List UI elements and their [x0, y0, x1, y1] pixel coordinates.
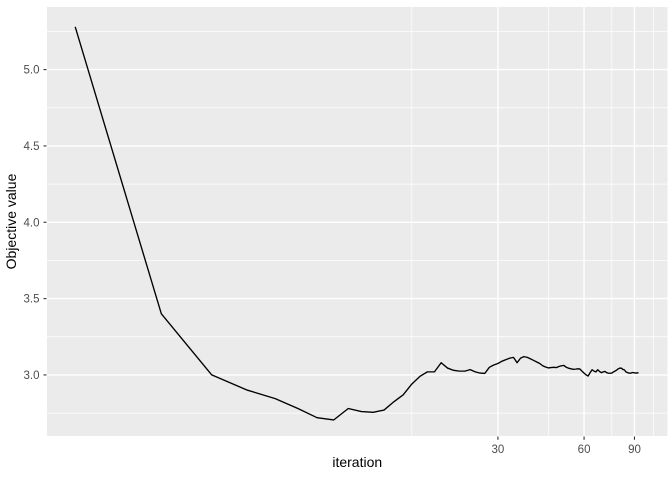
x-tick-label: 90 [628, 444, 641, 456]
y-tick-label: 4.5 [24, 141, 40, 153]
y-tick-label: 5.0 [24, 65, 40, 77]
y-axis-title: Objective value [3, 173, 19, 269]
major-gridlines [47, 7, 668, 436]
data-line [74, 26, 639, 421]
minor-gridlines [47, 7, 668, 436]
y-tick-label: 4.0 [24, 217, 40, 229]
axis-tick-labels: 3.0 3.5 4.0 4.5 5.0 30 60 90 [24, 65, 641, 456]
x-tick-label: 60 [578, 444, 591, 456]
axis-tick-marks [43, 69, 636, 440]
y-tick-label: 3.5 [24, 294, 40, 306]
objective-line [74, 26, 639, 421]
x-tick-label: 30 [492, 444, 505, 456]
plot-panel [47, 7, 668, 436]
x-axis-title: iteration [332, 454, 382, 470]
panel-background [47, 7, 668, 436]
y-tick-label: 3.0 [24, 370, 40, 382]
